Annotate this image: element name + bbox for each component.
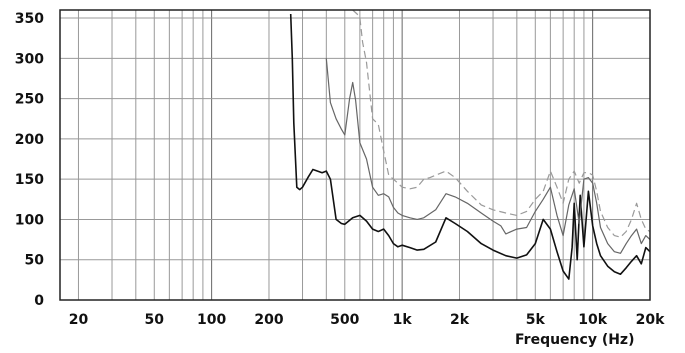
- series-line-3: [352, 9, 651, 238]
- y-tick-label: 100: [15, 212, 44, 228]
- y-tick-label: 0: [34, 293, 44, 309]
- plot-background: [60, 10, 650, 300]
- y-tick-label: 300: [15, 51, 44, 67]
- y-tick-label: 350: [15, 11, 44, 27]
- y-tick-label: 250: [15, 92, 44, 108]
- x-tick-label: 20k: [636, 312, 665, 328]
- x-tick-label: 200: [254, 312, 283, 328]
- x-tick-labels: 20 50 100 200 500 1k 2k 5k 10k 20k: [69, 312, 665, 328]
- series-layer: [289, 9, 651, 280]
- x-tick-label: 5k: [526, 312, 546, 328]
- x-tick-label: 500: [330, 312, 359, 328]
- x-tick-label: 50: [145, 312, 165, 328]
- series-line-2: [325, 58, 651, 254]
- x-tick-label: 100: [197, 312, 226, 328]
- series-line-1: [289, 13, 651, 280]
- y-tick-label: 200: [15, 132, 44, 148]
- x-tick-label: 20: [69, 312, 89, 328]
- y-tick-labels: 0 50 100 150 200 250 300 350: [15, 11, 44, 309]
- x-tick-label: 1k: [393, 312, 413, 328]
- y-tick-label: 150: [15, 172, 44, 188]
- y-tick-label: 50: [25, 253, 45, 269]
- x-axis-label: Frequency (Hz): [515, 332, 634, 348]
- plot-frame: [59, 9, 651, 301]
- x-tick-label: 10k: [578, 312, 607, 328]
- x-tick-label: 2k: [450, 312, 470, 328]
